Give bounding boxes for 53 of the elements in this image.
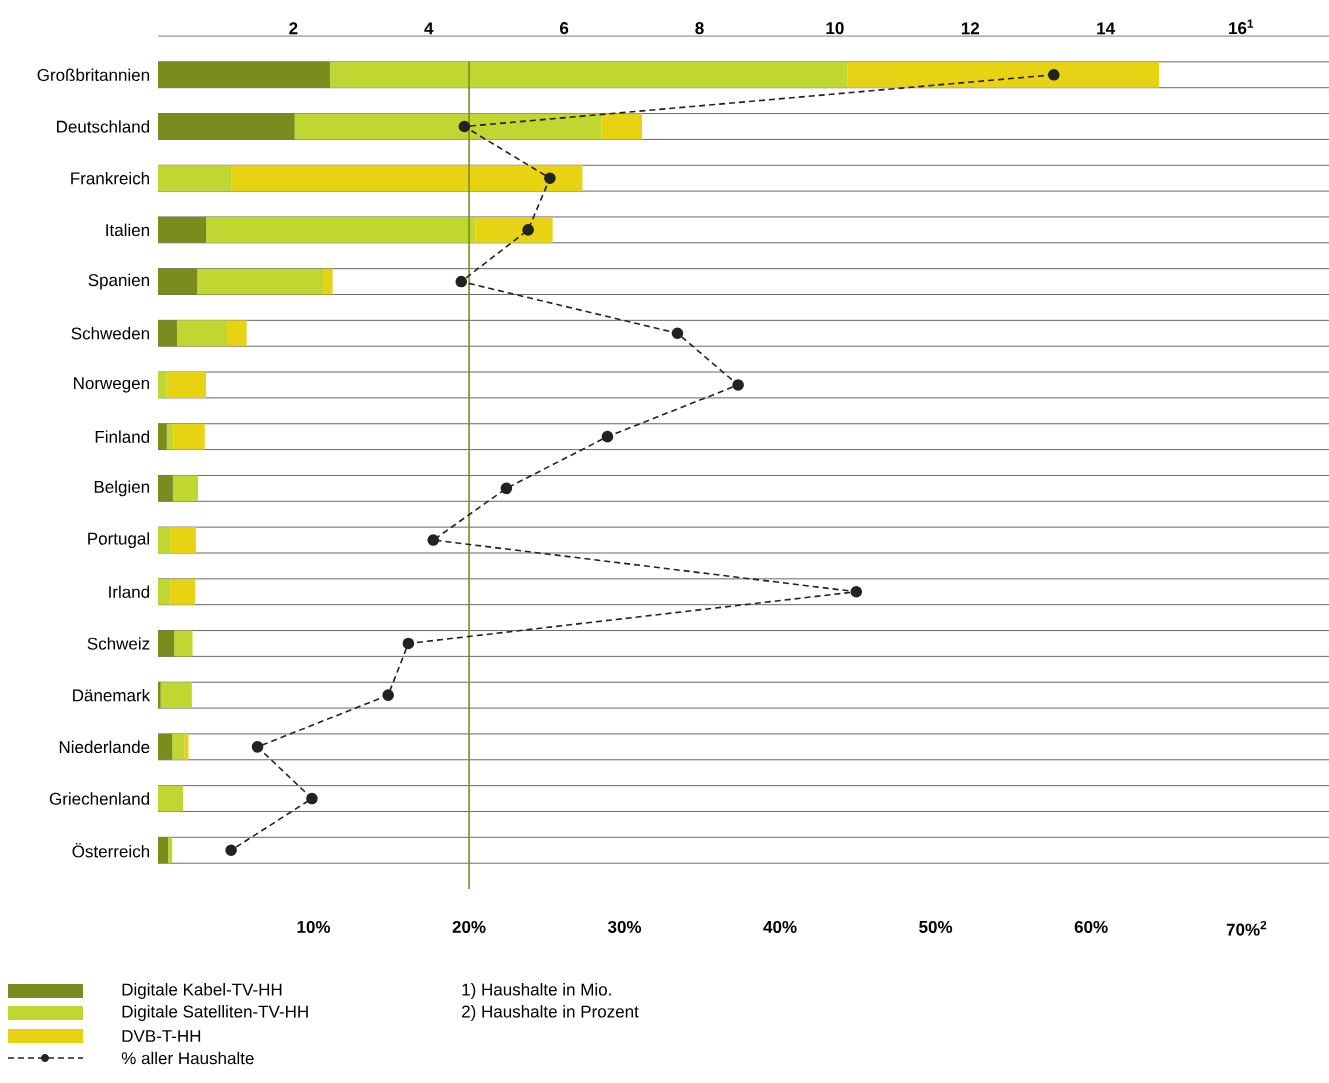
point — [732, 379, 744, 391]
x2-tick-label: 8 — [695, 22, 704, 35]
x-tick-label: 70%$^{2}$ — [1226, 920, 1267, 936]
point — [1048, 68, 1060, 81]
point — [522, 224, 534, 236]
text: 2) Haushalte in Prozent — [462, 1005, 639, 1021]
y-tick-label: Dänemark — [73, 688, 151, 702]
y-tick-label: Finland — [95, 430, 150, 443]
point — [601, 430, 614, 443]
point — [671, 327, 684, 340]
y-tick-label: Norwegen — [74, 377, 150, 393]
x2-tick-label: 10 — [826, 22, 844, 35]
point — [500, 482, 513, 495]
point — [225, 844, 237, 857]
x-tick-label: 20% — [452, 920, 486, 933]
point — [427, 534, 440, 546]
y-tick-label: Österreich — [72, 843, 150, 858]
x-tick-label: 50% — [919, 920, 953, 933]
y-tick-label: Italien — [106, 223, 150, 237]
text: 1) Haushalte in Mio. — [462, 983, 611, 999]
y-tick-label: Spanien — [88, 273, 150, 290]
y-tick-label: Irland — [109, 585, 150, 599]
x2-tick-label: 12 — [961, 22, 980, 35]
point — [850, 585, 863, 598]
x-tick-label: 60% — [1074, 920, 1108, 933]
legend-label: DVB-T-HH — [122, 1030, 201, 1042]
y-tick-label: Portugal — [88, 532, 149, 548]
point — [402, 637, 415, 650]
y-tick-label: Großbritannien — [37, 68, 150, 82]
point — [455, 275, 468, 288]
point — [544, 172, 556, 184]
y-tick-label: Griechenland — [49, 792, 150, 805]
x2-tick-label: 14 — [1097, 22, 1116, 35]
y-tick-label: Deutschland — [57, 120, 150, 133]
x2-tick-label: 6 — [560, 22, 569, 35]
legend-label: Digitale Kabel-TV-HH — [122, 983, 282, 999]
point — [382, 689, 394, 701]
point — [306, 792, 318, 805]
y-tick-label: Belgien — [94, 480, 150, 497]
x-tick-label: 10% — [297, 920, 331, 933]
point — [458, 120, 471, 133]
x-tick-label: 40% — [763, 920, 797, 933]
x2-tick-label: 2 — [289, 22, 298, 35]
y-tick-label: Schweden — [71, 327, 150, 340]
y-tick-label: Schweiz — [87, 637, 150, 650]
legend-label: Digitale Satelliten-TV-HH — [122, 1005, 308, 1021]
legend-label: % aller Haushalte — [121, 1051, 254, 1065]
x2-tick-label: 4 — [424, 22, 434, 35]
x2-tick-label: 16$^{1}$ — [1229, 19, 1254, 35]
x-tick-label: 30% — [607, 920, 642, 933]
point — [251, 741, 264, 753]
y-tick-label: Niederlande — [59, 740, 150, 754]
y-tick-label: Frankreich — [71, 171, 150, 185]
